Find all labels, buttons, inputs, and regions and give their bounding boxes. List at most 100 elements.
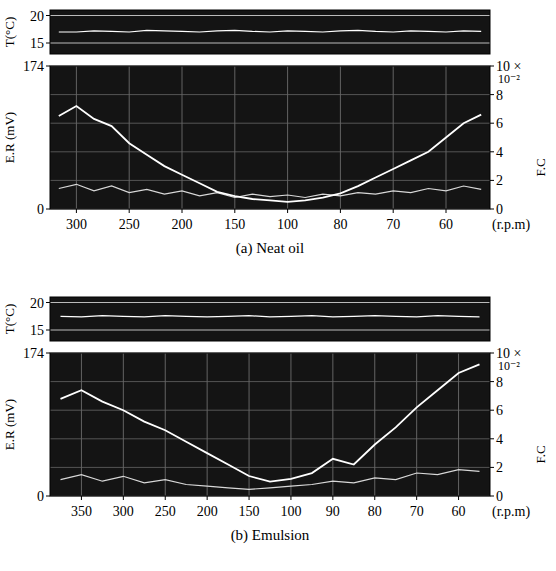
grid-x — [340, 66, 341, 209]
tick-y2 — [490, 381, 494, 382]
tick-y3 — [46, 43, 50, 44]
grid-x — [165, 353, 166, 496]
grid-y2 — [50, 381, 490, 382]
grid-y3 — [50, 43, 490, 44]
panel-title: (b) Emulsion — [231, 527, 310, 544]
axis-title-y2: F.C — [533, 445, 548, 463]
grid-x — [76, 66, 77, 209]
grid-x — [290, 353, 291, 496]
tick-label-y3: 15 — [30, 36, 44, 51]
panel-title: (a) Neat oil — [236, 240, 304, 257]
tick-label-y2: 8 — [496, 375, 503, 390]
tick-label-y: 0 — [37, 202, 44, 217]
tick-label-y2: 0 — [496, 489, 503, 504]
annotation: 10⁻² — [498, 359, 520, 373]
tick-label-y2: 8 — [496, 88, 503, 103]
grid-y2 — [50, 151, 490, 152]
tick-x — [393, 209, 394, 213]
grid-y2 — [50, 467, 490, 468]
tick-y2 — [490, 410, 494, 411]
tick-x — [340, 209, 341, 213]
tick-x — [458, 496, 459, 500]
tick-label-y3: 20 — [30, 296, 44, 311]
grid-y2 — [50, 410, 490, 411]
series-line — [61, 316, 480, 317]
axis-title-y: E.R (mV) — [2, 112, 17, 163]
t-band-frame — [50, 297, 490, 341]
tick-label-y2: 4 — [496, 145, 503, 160]
grid-x — [332, 353, 333, 496]
tick-label-y: 0 — [37, 489, 44, 504]
tick-x — [287, 209, 288, 213]
tick-label-x: 300 — [113, 504, 134, 519]
tick-label-y: 174 — [23, 346, 44, 361]
tick-x — [332, 496, 333, 500]
tick-label-x: 60 — [439, 217, 453, 232]
grid-x — [393, 66, 394, 209]
tick-x — [416, 496, 417, 500]
t-marks — [59, 30, 481, 32]
t-marks — [61, 316, 480, 317]
tick-label-x: 150 — [224, 217, 245, 232]
chart-root: 152001740246810 ×10⁻²T(°C)E.R (mV)F.C300… — [0, 0, 556, 571]
grid-x — [123, 353, 124, 496]
series-line — [59, 184, 481, 197]
tick-x — [374, 496, 375, 500]
tick-x — [290, 496, 291, 500]
grid-x — [287, 66, 288, 209]
t-band-bg — [50, 10, 490, 54]
series-line — [61, 364, 480, 481]
plot-frame — [50, 353, 490, 496]
tick-label-x: 250 — [155, 504, 176, 519]
tick-y2 — [490, 180, 494, 181]
axis-title-y3: T(°C) — [2, 304, 17, 334]
tick-label-x: 350 — [71, 504, 92, 519]
axis-title-y: E.R (mV) — [2, 399, 17, 450]
tick-label-x: 90 — [326, 504, 340, 519]
tick-label-y2: 6 — [496, 116, 503, 131]
tick-x — [129, 209, 130, 213]
tick-label-x: 100 — [277, 217, 298, 232]
plot-marks — [61, 364, 480, 489]
tick-label-x: 200 — [172, 217, 193, 232]
tick-y2 — [490, 467, 494, 468]
plot-bg — [50, 353, 490, 496]
grid-y3 — [50, 15, 490, 16]
grid-y2 — [50, 180, 490, 181]
grid-y2 — [50, 123, 490, 124]
axis-title-y2: F.C — [533, 158, 548, 176]
tick-label-y: 174 — [23, 59, 44, 74]
tick-x — [182, 209, 183, 213]
tick-label-y2: 2 — [496, 173, 503, 188]
axis-title-y3: T(°C) — [2, 17, 17, 47]
t-band-frame — [50, 10, 490, 54]
tick-label-y2: 2 — [496, 460, 503, 475]
tick-y3 — [46, 15, 50, 16]
tick-label-x: 150 — [239, 504, 260, 519]
panel: 152001740246810 ×10⁻²T(°C)E.R (mV)F.C350… — [2, 296, 548, 545]
grid-x — [207, 353, 208, 496]
tick-x — [123, 496, 124, 500]
grid-x — [129, 66, 130, 209]
axis-title-x: (r.p.m) — [492, 504, 530, 520]
tick-x — [234, 209, 235, 213]
grid-x — [416, 353, 417, 496]
grid-x — [374, 353, 375, 496]
tick-label-y3: 15 — [30, 323, 44, 338]
tick-label-x: 70 — [386, 217, 400, 232]
tick-y — [46, 496, 50, 497]
plot-marks — [59, 106, 481, 202]
plot-frame — [50, 66, 490, 209]
tick-x — [207, 496, 208, 500]
tick-label-x: 70 — [410, 504, 424, 519]
tick-label-x: 200 — [197, 504, 218, 519]
grid-y3 — [50, 302, 490, 303]
tick-y — [46, 353, 50, 354]
tick-y2 — [490, 496, 494, 497]
tick-label-y2: 6 — [496, 403, 503, 418]
tick-label-x: 250 — [119, 217, 140, 232]
grid-x — [234, 66, 235, 209]
tick-y2 — [490, 438, 494, 439]
tick-x — [446, 209, 447, 213]
grid-y2 — [50, 438, 490, 439]
